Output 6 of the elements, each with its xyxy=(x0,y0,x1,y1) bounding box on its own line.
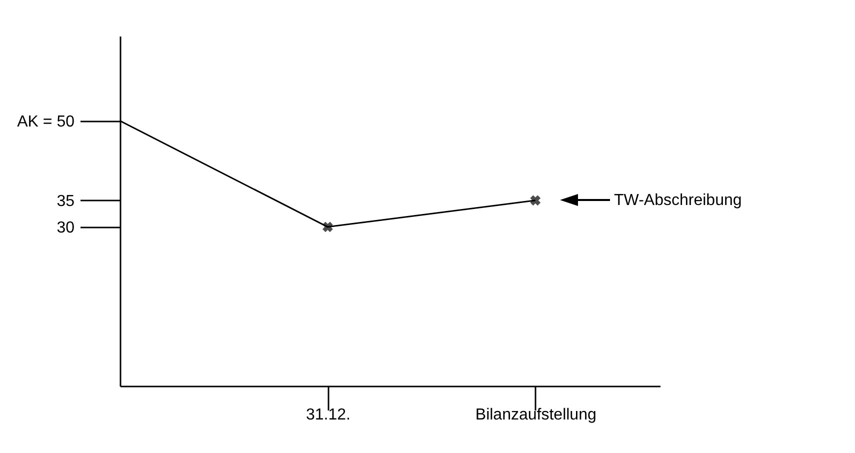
y-tick-label: 35 xyxy=(56,192,75,210)
annotation: TW-Abschreibung xyxy=(614,192,742,209)
y-tick-label: AK = 50 xyxy=(17,113,75,130)
x-tick-label: Bilanzaufstellung xyxy=(475,406,596,424)
y-tick-label: 30 xyxy=(56,219,75,236)
x-tick-label: 31.12. xyxy=(306,406,350,424)
